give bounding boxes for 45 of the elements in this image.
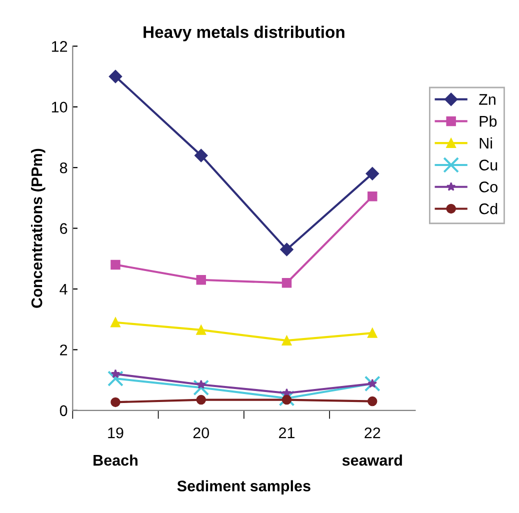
point — [194, 148, 208, 162]
point — [366, 167, 379, 180]
point — [196, 394, 206, 405]
legend-label: Ni — [480, 137, 492, 148]
point — [368, 378, 378, 388]
point — [196, 380, 206, 389]
point — [282, 394, 292, 405]
legend-label: Zn — [479, 94, 496, 105]
point — [364, 376, 380, 392]
point — [110, 318, 120, 328]
y-tick-label: 6 — [60, 223, 68, 234]
point — [193, 380, 210, 396]
text: seaward — [342, 454, 402, 466]
legend-label: Cu — [479, 160, 498, 170]
point — [278, 390, 295, 406]
point — [368, 192, 378, 202]
point — [282, 336, 292, 346]
legend-label: Pb — [480, 115, 497, 127]
y-tick-label: 12 — [52, 41, 68, 52]
point — [110, 369, 120, 378]
y-tick-label: 2 — [60, 344, 68, 356]
point — [196, 325, 206, 335]
x-tick-label: 22 — [364, 427, 380, 438]
point — [108, 70, 122, 84]
point — [368, 328, 378, 338]
y-tick-label: 0 — [60, 405, 68, 416]
text: Beach — [94, 454, 138, 466]
y-tick-label: 8 — [60, 162, 68, 174]
point — [368, 396, 378, 406]
legend-label: Cd — [479, 203, 498, 214]
point — [196, 275, 206, 285]
legend-label: Co — [479, 182, 498, 192]
x-tick-label: 20 — [193, 427, 210, 438]
point — [280, 242, 294, 256]
point — [107, 370, 124, 387]
point — [110, 397, 120, 408]
x-axis-title: Sediment samples — [177, 480, 310, 494]
y-axis-title: Concentrations (PPm) — [31, 148, 46, 308]
chart-title: Heavy metals distribution — [144, 26, 344, 42]
point — [110, 260, 120, 270]
y-tick-label: 10 — [52, 102, 68, 113]
x-tick-label: 21 — [279, 427, 294, 438]
point — [282, 278, 292, 288]
y-tick-label: 4 — [60, 284, 68, 295]
x-tick-label: 19 — [108, 427, 124, 438]
